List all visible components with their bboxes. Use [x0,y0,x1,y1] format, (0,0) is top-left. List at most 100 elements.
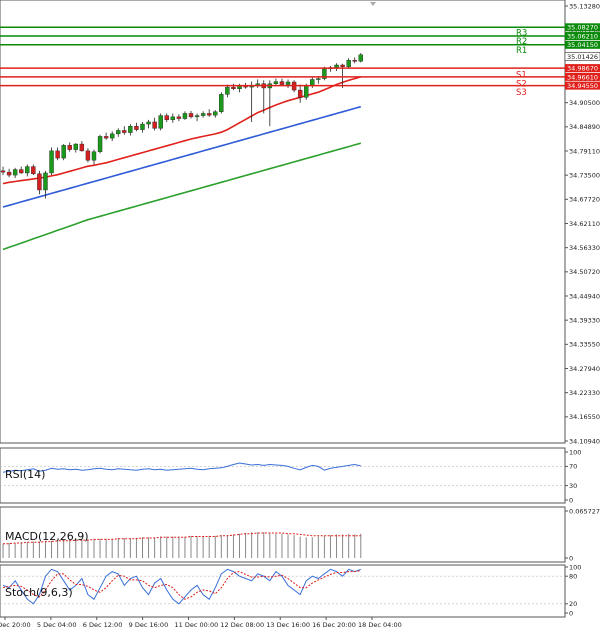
level-name-s2: S2 [516,79,527,89]
candle-body [25,166,30,174]
price-tick-label: 34.67720 [569,196,600,204]
level-name-s3: S3 [516,88,527,98]
level-name-r1: R1 [516,46,527,56]
candle-body [358,54,363,62]
stoch-tick-label: 0 [569,609,573,617]
candle-body [109,133,115,139]
price-tick-label: 34.10940 [569,437,600,445]
current-price-badge [564,52,600,61]
level-name-r2: R2 [516,37,527,47]
candle-body [37,173,42,191]
candle-body [79,143,85,152]
price-panel-frame [0,0,566,444]
macd-panel-frame [0,506,566,563]
candle-body [152,121,157,129]
level-badge [565,32,600,41]
price-tick-label: 34.16550 [569,413,600,421]
stoch-line-k [2,568,361,605]
candle-body [231,86,236,90]
price-tick-label: 34.73500 [569,171,600,179]
stoch-tick-label: 100 [569,563,581,571]
level-name-r3: R3 [516,28,527,38]
price-tick-label: 34.44940 [569,292,600,300]
level-value-label: 34.98670 [567,65,598,73]
candle-body [43,172,48,191]
candle-body [146,121,151,125]
candle-body [158,115,163,129]
price-tick-label: 34.56330 [569,244,600,252]
price-tick-label: 34.33550 [569,341,600,349]
stoch-line-d [2,570,361,600]
candle-body [49,150,54,174]
level-value-label: 35.04150 [567,41,598,49]
macd-signal-line [3,532,361,545]
x-tick-label: 9 Dec 16:00 [129,621,169,629]
level-badge [565,40,600,49]
rsi-tick-label: 100 [569,448,581,456]
rsi-line [2,462,361,473]
candle-body [297,89,303,98]
stoch-tick-label: 20 [569,600,577,608]
level-value-label: 35.06210 [567,32,598,40]
candle-body [188,113,194,118]
price-tick-label: 34.79110 [569,147,600,155]
shift-marker-icon [370,2,376,6]
price-tick-label: 34.90500 [569,99,600,107]
candle-body [0,170,6,173]
rsi-title: RSI(14) [5,468,45,481]
level-value-label: 35.08270 [567,24,598,32]
candle-body [316,78,321,80]
candle-body [340,64,345,67]
candle-body [285,81,291,85]
price-tick-label: 34.22330 [569,389,600,397]
candle-body [12,169,18,176]
candle-body [225,86,230,95]
current-price-label: 35.01426 [567,53,598,61]
candle-body [55,150,60,159]
price-tick-label: 35.13280 [569,2,600,10]
level-name-s1: S1 [516,71,527,81]
candle-body [170,116,176,121]
candle-body [91,151,97,161]
candle-body [206,113,212,116]
stoch-tick-label: 80 [569,573,577,581]
ma-line-sma-medium [2,105,362,208]
candle-body [19,169,24,174]
level-badge [565,64,600,73]
candle-body [213,111,218,116]
price-tick-label: 34.27940 [569,365,600,373]
level-badge [565,81,600,90]
candle-body [164,115,169,121]
x-tick-label: 18 Dec 04:00 [358,621,402,629]
candle-body [97,136,103,152]
x-tick-label: 4 Dec 20:00 [0,621,31,629]
candle-body [200,113,206,116]
candle-body [304,85,309,98]
candle-body [194,115,200,118]
price-tick-label: 34.84890 [569,123,600,131]
x-tick-label: 5 Dec 04:00 [37,621,77,629]
rsi-panel-frame [0,447,566,504]
candle-body [176,116,182,119]
price-tick-label: 34.50720 [569,268,600,276]
candle-body [61,145,66,159]
candle-body [182,113,188,119]
stoch-title: Stoch(9,6,3) [5,586,73,599]
rsi-tick-label: 30 [569,482,577,490]
candle-body [73,143,78,150]
candle-body [85,150,91,161]
level-value-label: 34.96610 [567,73,598,81]
x-tick-label: 13 Dec 16:00 [266,621,310,629]
candle-body [334,64,339,68]
candle-body [273,81,279,84]
level-value-label: 34.94550 [567,82,598,90]
candle-body [6,171,12,176]
x-tick-label: 6 Dec 12:00 [83,621,123,629]
macd-tick-label: 0 [569,554,573,562]
rsi-tick-label: 70 [569,463,577,471]
level-badge [565,72,600,81]
candle-body [140,123,145,130]
candle-body [352,60,357,62]
candle-body [103,136,109,139]
